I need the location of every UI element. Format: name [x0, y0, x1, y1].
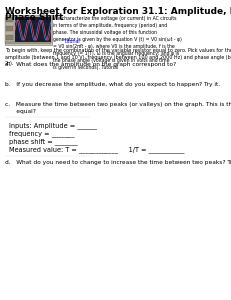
Bar	[6, 35, 13, 40]
Text: phase shift = _______: phase shift = _______	[9, 138, 77, 145]
Text: Tutorial: Tutorial	[63, 39, 79, 44]
Text: Phase Shift: Phase Shift	[5, 13, 63, 22]
Bar	[6, 17, 13, 22]
Text: frequency = _______: frequency = _______	[9, 130, 74, 137]
Text: Worksheet for Exploration 31.1: Amplitude, Frequency and: Worksheet for Exploration 31.1: Amplitud…	[5, 7, 231, 16]
Bar	[15, 17, 50, 43]
Bar	[5, 42, 51, 44]
Text: Inputs: Amplitude = ______: Inputs: Amplitude = ______	[9, 122, 96, 129]
Text: Measured value: T = ____________     1/T = ___________: Measured value: T = ____________ 1/T = _…	[9, 146, 184, 153]
Text: We characterize the voltage (or current) in AC circuits
in terms of the amplitud: We characterize the voltage (or current)…	[53, 16, 181, 70]
Text: c.   Measure the time between two peaks (or valleys) on the graph. This is the p: c. Measure the time between two peaks (o…	[5, 102, 231, 114]
Text: b.   If you decrease the amplitude, what do you expect to happen? Try it.: b. If you decrease the amplitude, what d…	[5, 82, 219, 87]
Text: d.   What do you need to change to increase the time between two peaks? Try it.: d. What do you need to change to increas…	[5, 160, 231, 165]
Text: a.   What does the amplitude on the graph correspond to?: a. What does the amplitude on the graph …	[5, 62, 175, 67]
Bar	[6, 26, 13, 31]
Bar	[5, 18, 14, 42]
Text: To begin with, keep the combination of the variable resistor equal to zero. Pick: To begin with, keep the combination of t…	[5, 48, 231, 66]
Bar	[5, 15, 52, 45]
